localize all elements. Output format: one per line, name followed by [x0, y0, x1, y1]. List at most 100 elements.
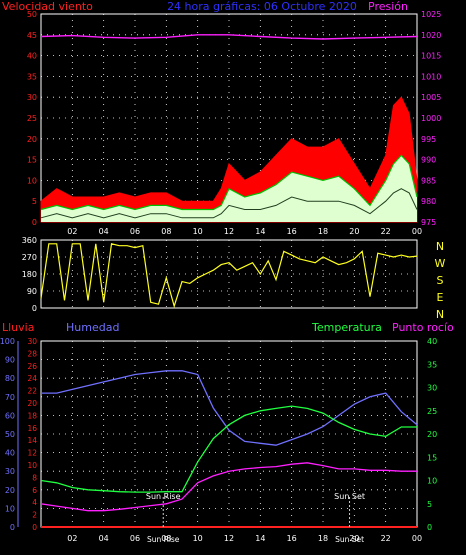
humidity-y-tick-label: 0 [10, 523, 15, 532]
wind-pressure-panel: 0510152025303540455097598098599099510001… [27, 10, 442, 236]
pressure-y-tick-label: 985 [421, 176, 436, 185]
x-tick-label: 10 [193, 227, 203, 236]
x-tick-label: 18 [318, 227, 328, 236]
x-tick-label: 00 [412, 534, 422, 543]
rain-title-label: Lluvia [2, 321, 34, 334]
sun-axis-label: Sun Rise [147, 535, 180, 544]
temperature-line [40, 405, 417, 493]
x-tick-label: 14 [255, 534, 265, 543]
pressure-y-tick-label: 1025 [421, 10, 441, 19]
rain-y-tick-label: 10 [27, 461, 37, 470]
x-tick-label: 16 [287, 534, 297, 543]
humidity-y-tick-label: 80 [5, 374, 15, 383]
sun-axis-label: Sun Set [335, 535, 364, 544]
dewpoint-line [40, 462, 417, 512]
direction-y-tick-label: 360 [22, 236, 37, 245]
temperature-y-tick-label: 10 [427, 477, 437, 486]
wind-y-tick-label: 20 [27, 135, 37, 144]
compass-label: W [435, 257, 446, 270]
compass-label: E [437, 291, 444, 304]
wind-y-tick-label: 0 [32, 218, 37, 227]
wind-y-tick-label: 35 [27, 72, 37, 81]
rain-y-tick-label: 26 [27, 362, 37, 371]
humidity-y-tick-label: 30 [5, 467, 15, 476]
temperature-title-label: Temperatura [311, 321, 382, 334]
x-tick-label: 08 [161, 227, 171, 236]
x-tick-label: 10 [193, 534, 203, 543]
plot-frame [40, 239, 418, 309]
pressure-y-tick-label: 1020 [421, 31, 441, 40]
temperature-y-tick-label: 5 [427, 500, 432, 509]
x-tick-label: 22 [381, 534, 391, 543]
temperature-y-tick-label: 20 [427, 430, 437, 439]
humidity-y-tick-label: 40 [5, 449, 15, 458]
rain-y-tick-label: 12 [27, 449, 37, 458]
temperature-humidity-panel: 0102030405060708090100024681012141618202… [0, 337, 437, 544]
humidity-y-tick-label: 70 [5, 393, 15, 402]
wind-y-tick-label: 30 [27, 93, 37, 102]
x-tick-label: 02 [67, 227, 77, 236]
sun-marker-label: Sun Set [334, 492, 365, 501]
rain-y-tick-label: 24 [27, 374, 37, 383]
pressure-y-tick-label: 1015 [421, 52, 441, 61]
rain-y-tick-label: 4 [32, 498, 37, 507]
humidity-line [41, 370, 418, 446]
x-tick-label: 06 [130, 534, 140, 543]
rain-y-tick-label: 18 [27, 411, 37, 420]
rain-y-tick-label: 0 [32, 523, 37, 532]
direction-y-tick-label: 90 [27, 287, 37, 296]
humidity-title-label: Humedad [66, 321, 119, 334]
wind-y-tick-label: 25 [27, 114, 37, 123]
humidity-y-tick-label: 90 [5, 356, 15, 365]
pressure-y-tick-label: 1005 [421, 93, 441, 102]
x-tick-label: 04 [99, 227, 109, 236]
rain-y-tick-label: 6 [32, 486, 37, 495]
pressure-line [40, 34, 418, 40]
rain-y-tick-label: 30 [27, 337, 37, 346]
temperature-y-tick-label: 40 [427, 337, 437, 346]
direction-y-tick-label: 180 [22, 270, 37, 279]
sun-marker-label: Sun Rise [146, 492, 181, 501]
pressure-y-tick-label: 1010 [421, 72, 441, 81]
direction-y-tick-label: 0 [32, 304, 37, 313]
x-tick-label: 02 [67, 534, 77, 543]
temperature-y-tick-label: 25 [427, 407, 437, 416]
compass-label: N [436, 240, 444, 253]
pressure-y-tick-label: 1000 [421, 114, 441, 123]
pressure-y-tick-label: 995 [421, 135, 436, 144]
x-tick-label: 20 [349, 534, 359, 543]
wind-y-tick-label: 50 [27, 10, 37, 19]
wind-y-tick-label: 45 [27, 31, 37, 40]
x-tick-label: 16 [287, 227, 297, 236]
pressure-y-tick-label: 990 [421, 156, 436, 165]
humidity-y-tick-label: 100 [0, 337, 15, 346]
rain-y-tick-label: 14 [27, 436, 37, 445]
wind-min-line [40, 188, 418, 219]
compass-label: S [437, 274, 444, 287]
humidity-y-tick-label: 10 [5, 504, 15, 513]
wind-y-tick-label: 10 [27, 176, 37, 185]
wind-direction-line [40, 243, 418, 309]
pressure-y-tick-label: 975 [421, 218, 436, 227]
temperature-y-tick-label: 0 [427, 523, 432, 532]
x-tick-label: 18 [318, 534, 328, 543]
rain-y-tick-label: 28 [27, 349, 37, 358]
temperature-y-tick-label: 35 [427, 360, 437, 369]
x-tick-label: 14 [255, 227, 265, 236]
dewpoint-title-label: Punto rocío [392, 321, 454, 334]
x-tick-label: 12 [224, 534, 234, 543]
wind-y-tick-label: 40 [27, 52, 37, 61]
wind-average-line [40, 154, 418, 211]
rain-y-tick-label: 2 [32, 511, 37, 520]
humidity-y-tick-label: 60 [5, 411, 15, 420]
rain-y-tick-label: 20 [27, 399, 37, 408]
wind-y-tick-label: 5 [32, 197, 37, 206]
x-tick-label: 06 [130, 227, 140, 236]
pressure-y-tick-label: 980 [421, 197, 436, 206]
direction-y-tick-label: 270 [22, 253, 37, 262]
humidity-y-tick-label: 20 [5, 486, 15, 495]
x-tick-label: 12 [224, 227, 234, 236]
x-tick-label: 08 [161, 534, 171, 543]
